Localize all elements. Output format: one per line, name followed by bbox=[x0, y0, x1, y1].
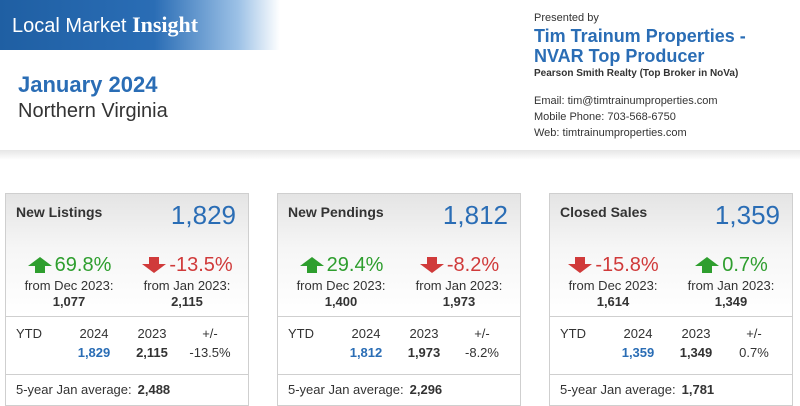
card-top bbox=[6, 194, 248, 316]
card-value: 1,812 bbox=[442, 200, 508, 230]
card-value: 1,829 bbox=[170, 200, 236, 230]
down-arrow-icon bbox=[419, 257, 444, 273]
change-from-label: from Dec 2023: bbox=[296, 278, 386, 293]
up-arrow-icon bbox=[27, 257, 52, 273]
ytd-row: YTD 2024 1,829 2023 2,115 +/- -13.5% bbox=[6, 324, 248, 368]
ytd-row: YTD 2024 1,359 2023 1,349 +/- 0.7% bbox=[550, 324, 792, 368]
change-from-prev-month: 69.8% from Dec 2023: 1,077 bbox=[10, 252, 128, 310]
change-percent: -15.8% bbox=[595, 253, 659, 276]
ytd-header-change: +/- bbox=[474, 326, 490, 341]
change-from-value: 1,973 bbox=[442, 294, 476, 309]
ytd-header-prior: 2023 bbox=[409, 326, 439, 341]
average-value: 1,781 bbox=[681, 382, 715, 397]
down-arrow-icon bbox=[568, 257, 593, 273]
change-percent: -13.5% bbox=[169, 253, 233, 276]
change-from-label: from Jan 2023: bbox=[415, 278, 503, 293]
ytd-value-current: 1,829 bbox=[77, 345, 111, 360]
ytd-header-prior: 2023 bbox=[137, 326, 167, 341]
change-from-value: 1,614 bbox=[596, 294, 630, 309]
stat-card-new-listings: New Listings 1,829 69.8% from Dec 2023: … bbox=[5, 193, 249, 406]
banner-title-part2: Insight bbox=[132, 12, 199, 37]
change-from-value: 1,349 bbox=[714, 294, 748, 309]
average-label: 5-year Jan average: bbox=[288, 382, 404, 397]
agent-name: Tim Trainum Properties - NVAR Top Produc… bbox=[534, 26, 796, 66]
change-from-prev-year: -13.5% from Jan 2023: 2,115 bbox=[128, 252, 246, 310]
card-divider bbox=[278, 316, 520, 317]
average-label: 5-year Jan average: bbox=[16, 382, 132, 397]
ytd-value-current: 1,359 bbox=[621, 345, 655, 360]
ytd-value-change: -8.2% bbox=[465, 345, 499, 360]
presented-by-label: Presented by bbox=[534, 12, 599, 24]
header-banner: Local Market Insight bbox=[0, 0, 280, 50]
change-from-value: 1,400 bbox=[324, 294, 358, 309]
broker-name: Pearson Smith Realty (Top Broker in NoVa… bbox=[534, 68, 739, 79]
change-from-label: from Jan 2023: bbox=[687, 278, 775, 293]
up-arrow-icon bbox=[695, 257, 720, 273]
ytd-value-current: 1,812 bbox=[349, 345, 383, 360]
agent-name-line1: Tim Trainum Properties - bbox=[534, 26, 746, 46]
ytd-row: YTD 2024 1,812 2023 1,973 +/- -8.2% bbox=[278, 324, 520, 368]
down-arrow-icon bbox=[142, 257, 167, 273]
ytd-label: YTD bbox=[16, 326, 42, 341]
card-divider bbox=[278, 374, 520, 375]
change-percent: -8.2% bbox=[446, 253, 500, 276]
five-year-average: 5-year Jan average: 2,296 bbox=[288, 382, 442, 397]
contact-web: Web: timtrainumproperties.com bbox=[534, 127, 687, 139]
presenter-block: Presented by Tim Trainum Properties - NV… bbox=[534, 12, 796, 141]
card-divider bbox=[550, 374, 792, 375]
average-value: 2,296 bbox=[409, 382, 443, 397]
agent-name-line2: NVAR Top Producer bbox=[534, 46, 705, 66]
card-divider bbox=[6, 316, 248, 317]
change-from-prev-year: 0.7% from Jan 2023: 1,349 bbox=[672, 252, 790, 310]
change-from-prev-month: -15.8% from Dec 2023: 1,614 bbox=[554, 252, 672, 310]
average-label: 5-year Jan average: bbox=[560, 382, 676, 397]
report-month: January 2024 bbox=[18, 72, 158, 97]
change-from-label: from Dec 2023: bbox=[24, 278, 114, 293]
ytd-value-change: -13.5% bbox=[189, 345, 231, 360]
card-top bbox=[550, 194, 792, 316]
card-value: 1,359 bbox=[714, 200, 780, 230]
header-divider bbox=[0, 150, 800, 160]
change-from-value: 2,115 bbox=[171, 294, 203, 309]
card-top bbox=[278, 194, 520, 316]
change-from-prev-year: -8.2% from Jan 2023: 1,973 bbox=[400, 252, 518, 310]
contact-email: Email: tim@timtrainumproperties.com bbox=[534, 95, 718, 107]
ytd-header-current: 2024 bbox=[623, 326, 653, 341]
five-year-average: 5-year Jan average: 2,488 bbox=[16, 382, 170, 397]
contact-info: Email: tim@timtrainumproperties.com Mobi… bbox=[534, 93, 796, 141]
change-from-value: 1,077 bbox=[52, 294, 86, 309]
ytd-header-current: 2024 bbox=[79, 326, 109, 341]
card-title: New Listings bbox=[16, 204, 103, 220]
five-year-average: 5-year Jan average: 1,781 bbox=[560, 382, 714, 397]
ytd-header-change: +/- bbox=[746, 326, 762, 341]
up-arrow-icon bbox=[299, 257, 324, 273]
card-title: New Pendings bbox=[288, 204, 384, 220]
card-title: Closed Sales bbox=[560, 204, 648, 220]
change-from-prev-month: 29.4% from Dec 2023: 1,400 bbox=[282, 252, 400, 310]
contact-phone: Mobile Phone: 703-568-6750 bbox=[534, 111, 676, 123]
report-region: Northern Virginia bbox=[18, 100, 168, 122]
stat-card-closed-sales: Closed Sales 1,359 -15.8% from Dec 2023:… bbox=[549, 193, 793, 406]
ytd-value-prior: 1,973 bbox=[407, 345, 441, 360]
banner-title-part1: Local Market bbox=[12, 15, 133, 37]
change-percent: 69.8% bbox=[54, 253, 112, 276]
ytd-value-prior: 1,349 bbox=[679, 345, 713, 360]
banner-title: Local Market Insight bbox=[12, 12, 198, 38]
ytd-value-prior: 2,115 bbox=[136, 345, 168, 360]
change-percent: 0.7% bbox=[722, 253, 768, 276]
ytd-label: YTD bbox=[288, 326, 314, 341]
card-divider bbox=[550, 316, 792, 317]
change-percent: 29.4% bbox=[326, 253, 384, 276]
ytd-header-prior: 2023 bbox=[681, 326, 711, 341]
stat-card-new-pendings: New Pendings 1,812 29.4% from Dec 2023: … bbox=[277, 193, 521, 406]
card-divider bbox=[6, 374, 248, 375]
ytd-header-current: 2024 bbox=[351, 326, 381, 341]
ytd-label: YTD bbox=[560, 326, 586, 341]
average-value: 2,488 bbox=[137, 382, 171, 397]
change-from-label: from Dec 2023: bbox=[568, 278, 658, 293]
ytd-header-change: +/- bbox=[202, 326, 218, 341]
ytd-value-change: 0.7% bbox=[739, 345, 769, 360]
change-from-label: from Jan 2023: bbox=[143, 278, 231, 293]
